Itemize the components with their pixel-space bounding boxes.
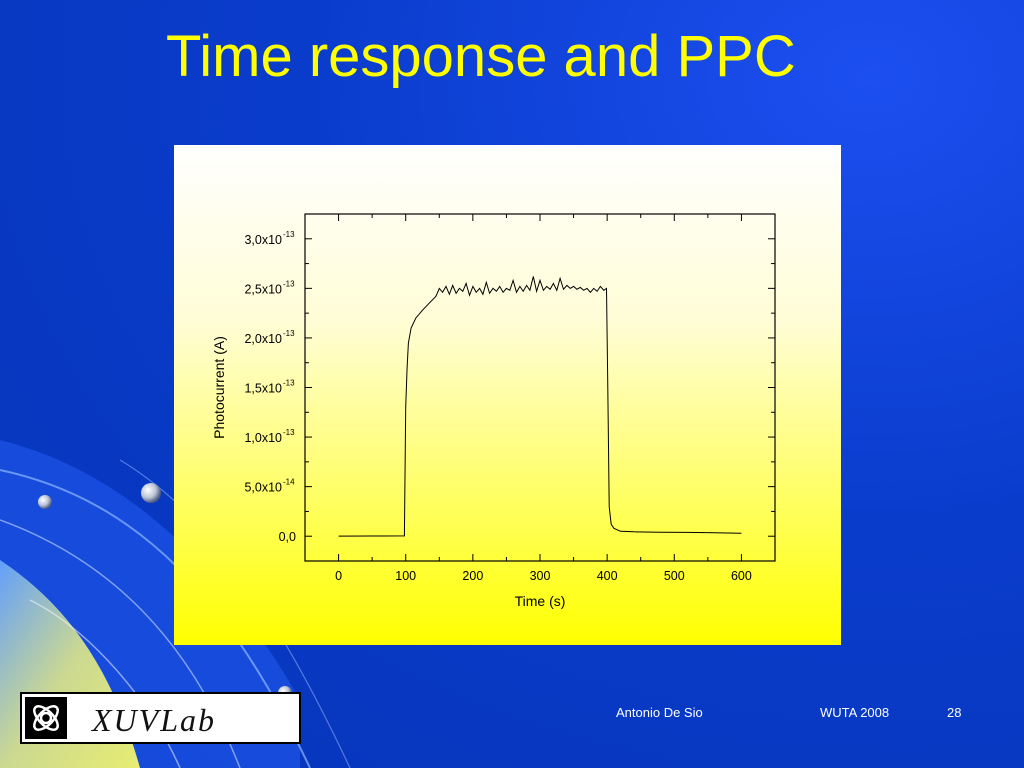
footer-author: Antonio De Sio — [616, 705, 703, 720]
slide-title: Time response and PPC — [166, 24, 796, 89]
y-tick-label: 1,0x10 — [244, 431, 282, 445]
y-tick-exponent: -13 — [283, 329, 295, 338]
chart-panel: 0 100 200 300 400 500 600 0,0 5,0x10 -14 1,0x10 -13… — [174, 145, 841, 645]
x-tick-label: 300 — [530, 569, 551, 583]
x-tick-label: 500 — [664, 569, 685, 583]
y-tick-label: 2,5x10 — [244, 282, 282, 296]
y-tick-label: 5,0x10 — [244, 481, 282, 495]
y-tick-label: 0,0 — [279, 530, 296, 544]
x-tick-label: 600 — [731, 569, 752, 583]
footer-event: WUTA 2008 — [820, 705, 890, 720]
photocurrent-series-line — [338, 276, 742, 537]
y-tick-exponent: -13 — [283, 428, 295, 437]
x-tick-label: 0 — [335, 569, 342, 583]
y-tick-exponent: -13 — [283, 379, 295, 388]
y-tick-label: 3,0x10 — [244, 233, 282, 247]
x-tick-label: 100 — [395, 569, 416, 583]
x-axis-label: Time (s) — [515, 593, 566, 609]
x-tick-label: 200 — [462, 569, 483, 583]
y-tick-exponent: -13 — [283, 230, 295, 239]
y-tick-exponent: -13 — [283, 279, 295, 288]
y-tick-exponent: -14 — [283, 478, 295, 487]
celtic-knot-icon — [25, 697, 67, 739]
y-tick-label: 1,5x10 — [244, 382, 282, 396]
footer-page-number: 28 — [947, 705, 962, 720]
xuvlab-logo: XUVLab — [20, 692, 301, 744]
x-tick-label: 400 — [597, 569, 618, 583]
logo-text: XUVLab — [92, 702, 216, 738]
y-axis-label: Photocurrent (A) — [211, 336, 227, 439]
y-tick-label: 2,0x10 — [244, 332, 282, 346]
plot-frame — [304, 213, 776, 562]
